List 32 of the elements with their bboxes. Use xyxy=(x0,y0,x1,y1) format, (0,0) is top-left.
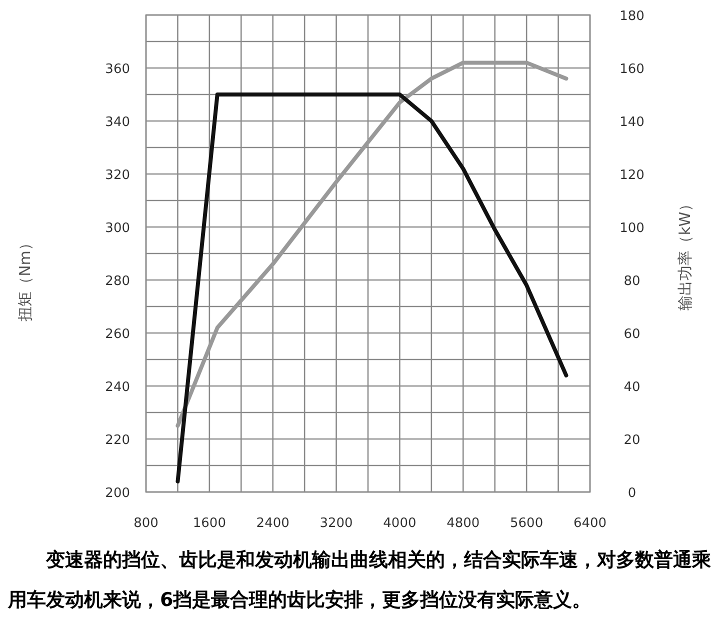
y-tick-label: 280 xyxy=(105,274,130,289)
y-axis-title: 扭矩（Nm） xyxy=(16,236,34,322)
y2-tick-label: 140 xyxy=(620,115,644,130)
y2-axis-title: 输出功率（kW） xyxy=(676,196,694,310)
y2-tick-label: 180 xyxy=(620,9,644,24)
y-tick-label: 220 xyxy=(105,433,130,448)
y2-tick-label: 60 xyxy=(624,327,640,342)
x-tick-label: 4800 xyxy=(446,516,480,531)
line-series xyxy=(176,92,568,484)
y-tick-label: 340 xyxy=(105,115,130,130)
y2-tick-label: 20 xyxy=(624,433,640,448)
y-tick-label: 360 xyxy=(105,62,130,77)
x-tick-label: 3200 xyxy=(320,516,353,531)
line-series xyxy=(176,60,568,428)
x-tick-label: 5600 xyxy=(510,516,544,531)
x-tick-label: 800 xyxy=(134,516,158,531)
x-tick-label: 4000 xyxy=(383,516,416,531)
x-tick-label: 1600 xyxy=(192,516,226,531)
y-tick-label: 320 xyxy=(105,168,130,183)
y2-tick-label: 160 xyxy=(620,62,644,77)
y2-tick-label: 120 xyxy=(620,168,644,183)
y2-tick-label: 40 xyxy=(624,380,640,395)
y2-tick-label: 80 xyxy=(624,274,640,289)
y-tick-label: 300 xyxy=(105,221,130,236)
y-tick-label: 240 xyxy=(105,380,130,395)
y-tick-label: 260 xyxy=(105,327,130,342)
text: 变速器的挡位、齿比是和发动机输出曲线相关的，结合实际车速，对多数普通乘用车发动机来说，6挡是最合理的齿比安排，更多挡位没有实际意义。 xyxy=(8,548,712,613)
y-tick-label: 200 xyxy=(105,486,130,501)
y2-tick-label: 0 xyxy=(628,486,636,501)
x-tick-label: 6400 xyxy=(573,516,607,531)
x-tick-label: 2400 xyxy=(256,516,290,531)
y2-tick-label: 100 xyxy=(620,221,644,236)
